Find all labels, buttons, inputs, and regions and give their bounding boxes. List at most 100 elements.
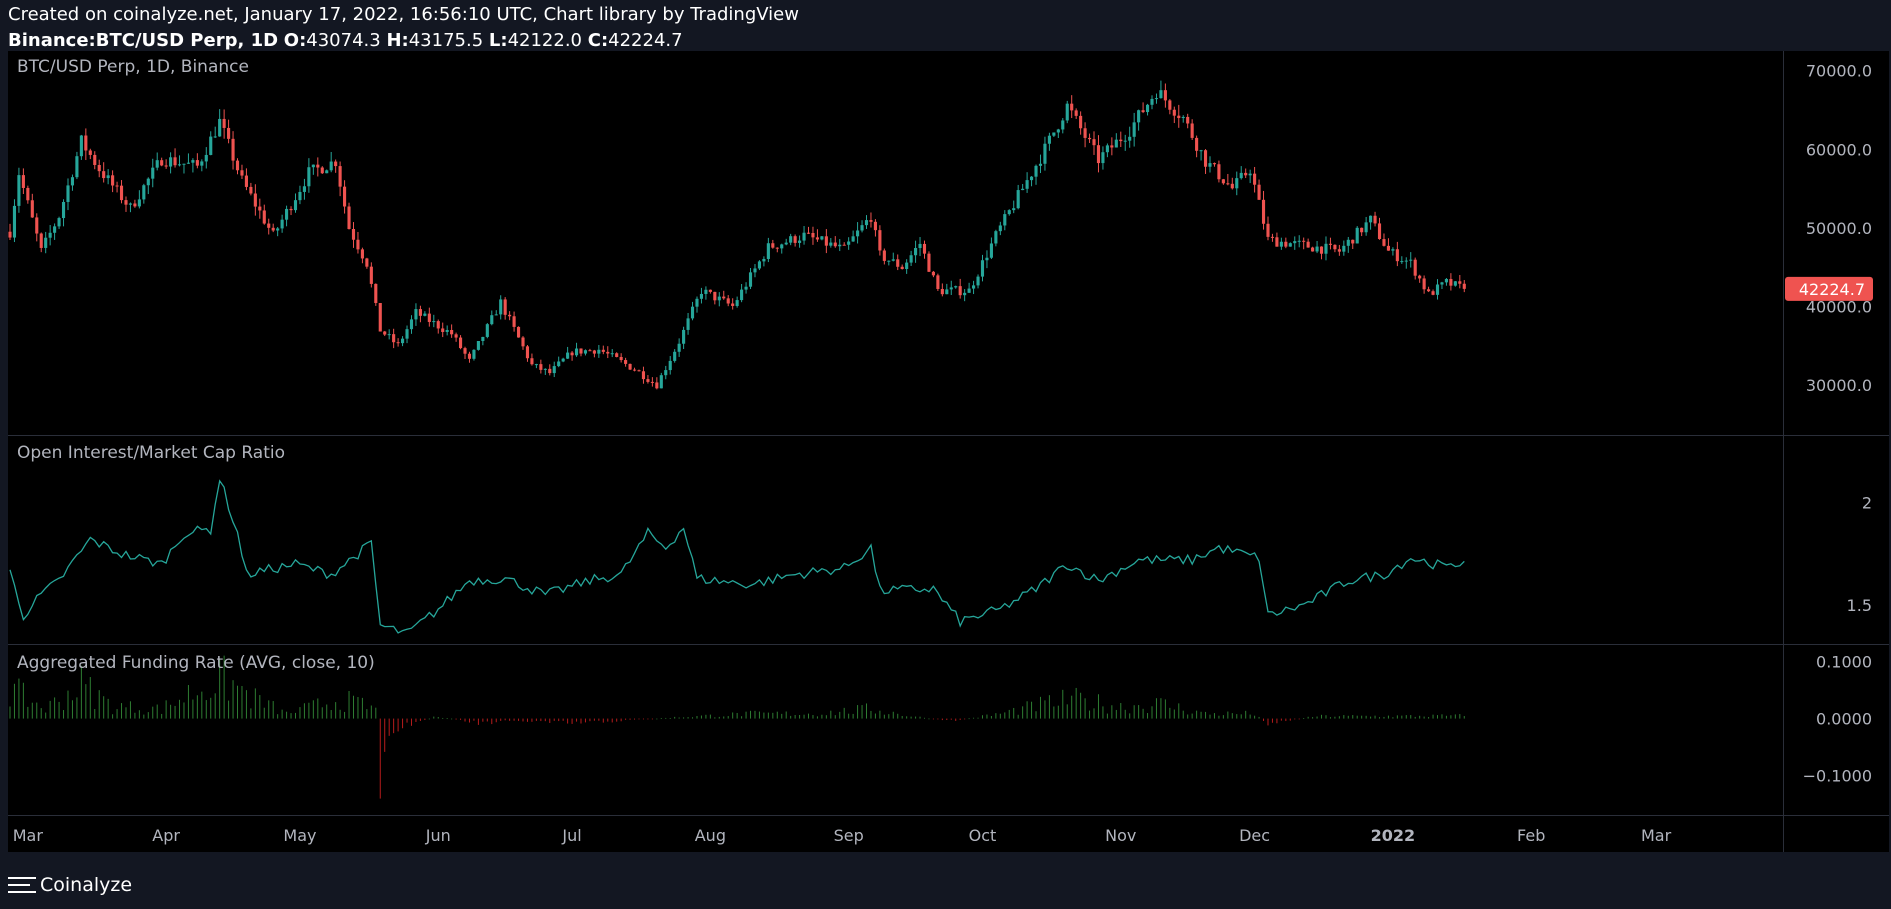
candle-body bbox=[392, 334, 396, 343]
candle-body bbox=[637, 370, 641, 372]
menu-icon[interactable] bbox=[8, 874, 38, 896]
funding-bar bbox=[901, 716, 903, 719]
candle-body bbox=[677, 343, 681, 352]
funding-bar bbox=[598, 718, 600, 721]
funding-bar bbox=[1329, 717, 1331, 719]
funding-bar bbox=[433, 716, 435, 719]
candle-body bbox=[338, 166, 342, 187]
funding-bar bbox=[955, 718, 957, 721]
funding-bar bbox=[1111, 705, 1113, 719]
candle-body bbox=[842, 244, 846, 246]
funding-bar bbox=[968, 718, 970, 720]
time-tick-label: Dec bbox=[1239, 826, 1270, 845]
funding-bar bbox=[134, 712, 136, 719]
candle-body bbox=[84, 135, 88, 151]
funding-bar bbox=[861, 705, 863, 719]
candle-body bbox=[994, 231, 998, 244]
candle-body bbox=[450, 329, 454, 335]
candle-body bbox=[1038, 163, 1043, 166]
funding-bar bbox=[152, 706, 154, 719]
candle-body bbox=[1172, 109, 1176, 116]
funding-bar bbox=[116, 709, 118, 719]
candle-body bbox=[21, 175, 25, 188]
candle-body bbox=[748, 272, 753, 287]
funding-bar bbox=[1450, 715, 1452, 719]
candle-body bbox=[989, 243, 993, 258]
candle-body bbox=[44, 237, 48, 248]
candle-body bbox=[918, 243, 922, 249]
candle-body bbox=[882, 250, 886, 261]
candle-body bbox=[864, 220, 869, 226]
time-axis[interactable] bbox=[8, 816, 1783, 852]
candle-body bbox=[1346, 239, 1350, 246]
oi-pane[interactable] bbox=[8, 436, 1783, 644]
candle-body bbox=[1177, 115, 1181, 119]
candle-body bbox=[151, 167, 155, 179]
candle-body bbox=[583, 350, 588, 354]
candle-body bbox=[276, 228, 280, 231]
candle-body bbox=[690, 306, 695, 319]
candle-body bbox=[753, 268, 757, 273]
funding-bar bbox=[830, 710, 832, 719]
funding-bar bbox=[866, 703, 868, 719]
candle-body bbox=[802, 232, 806, 241]
funding-bar bbox=[1044, 700, 1046, 719]
candle-body bbox=[735, 300, 739, 306]
funding-bar bbox=[709, 714, 711, 719]
funding-bar bbox=[473, 718, 475, 721]
candle-body bbox=[1096, 145, 1101, 164]
funding-bar bbox=[1316, 716, 1318, 719]
candle-body bbox=[958, 286, 962, 296]
funding-bar bbox=[1093, 708, 1095, 719]
price-axis[interactable] bbox=[1784, 51, 1889, 852]
funding-bar bbox=[1276, 718, 1278, 724]
chart-attribution: Created on coinalyze.net, January 17, 20… bbox=[8, 4, 799, 25]
funding-bar bbox=[1343, 715, 1345, 719]
candle-body bbox=[1453, 281, 1457, 286]
candle-body bbox=[124, 200, 128, 205]
candle-body bbox=[1395, 249, 1399, 262]
candle-body bbox=[789, 236, 793, 243]
funding-bar bbox=[1075, 687, 1077, 719]
candle-body bbox=[927, 253, 931, 272]
funding-bar bbox=[1307, 716, 1309, 719]
funding-bar bbox=[616, 718, 618, 722]
funding-bar bbox=[1231, 713, 1233, 719]
funding-bar bbox=[1008, 709, 1010, 719]
candle-body bbox=[525, 346, 530, 359]
candle-body bbox=[1458, 281, 1462, 284]
candle-body bbox=[1016, 190, 1020, 209]
candle-body bbox=[293, 200, 298, 211]
candle-body bbox=[61, 201, 66, 219]
candle-body bbox=[606, 351, 610, 354]
funding-bar bbox=[995, 713, 997, 719]
candle-body bbox=[26, 187, 30, 201]
candle-body bbox=[1007, 210, 1011, 215]
funding-bar bbox=[1249, 714, 1251, 719]
funding-pane[interactable] bbox=[8, 645, 1783, 815]
funding-bar bbox=[785, 711, 787, 719]
candle-body bbox=[347, 206, 351, 230]
candle-body bbox=[552, 366, 556, 374]
funding-bar bbox=[22, 682, 24, 719]
candle-body bbox=[418, 309, 422, 316]
funding-bar bbox=[1182, 710, 1184, 719]
price-pane[interactable] bbox=[8, 51, 1783, 435]
candle-body bbox=[1168, 100, 1172, 110]
funding-bar bbox=[147, 712, 149, 719]
candle-body bbox=[1212, 163, 1217, 165]
candle-body bbox=[97, 164, 101, 172]
candle-body bbox=[1123, 140, 1127, 142]
candle-body bbox=[1101, 152, 1105, 164]
funding-bar bbox=[576, 718, 578, 722]
candle-body bbox=[155, 160, 159, 168]
candle-body bbox=[458, 337, 463, 349]
funding-bar bbox=[223, 655, 225, 719]
funding-bar bbox=[558, 718, 560, 722]
candle-body bbox=[909, 255, 913, 263]
funding-bar bbox=[531, 718, 533, 722]
candle-body bbox=[731, 303, 735, 306]
funding-bar bbox=[1102, 706, 1104, 719]
candle-body bbox=[976, 276, 980, 286]
